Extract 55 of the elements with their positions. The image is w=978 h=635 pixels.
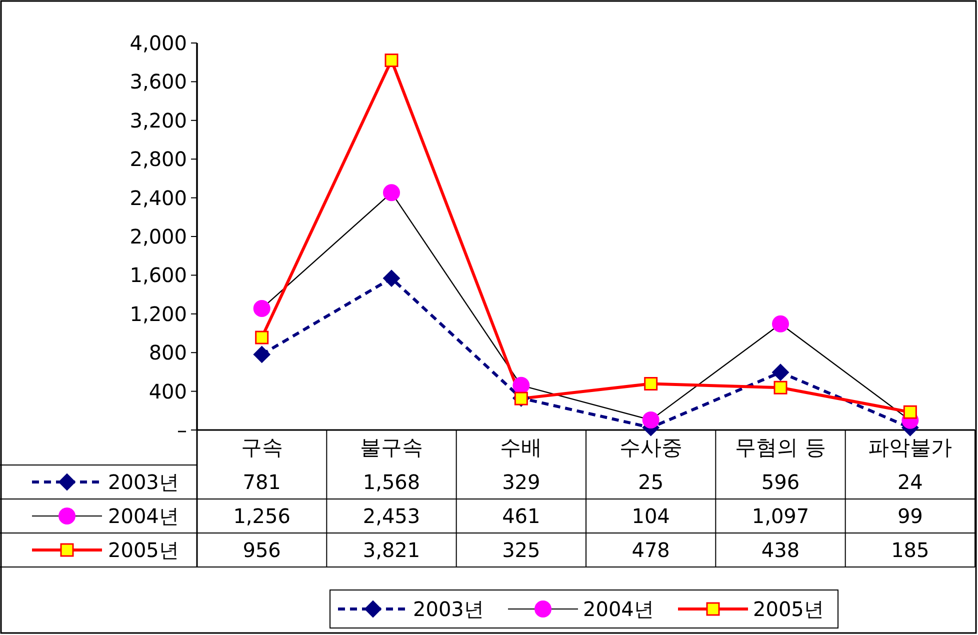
data-label: 478 bbox=[632, 538, 670, 562]
data-label: 25 bbox=[638, 470, 664, 494]
point bbox=[383, 270, 400, 287]
text: 2004년 bbox=[583, 597, 654, 621]
data-label: 781 bbox=[242, 470, 281, 494]
x-tick-label: 파악불가 bbox=[868, 436, 952, 460]
text: 2005년 bbox=[753, 597, 824, 621]
data-label: 329 bbox=[502, 470, 540, 494]
y-tick-label: 3,600 bbox=[130, 70, 187, 94]
data-label: 596 bbox=[761, 470, 800, 494]
point bbox=[384, 54, 398, 68]
y-tick-label: 4,000 bbox=[130, 31, 187, 55]
data-label: 1,256 bbox=[233, 504, 290, 528]
data-label: 438 bbox=[761, 538, 800, 562]
data-label: 956 bbox=[242, 538, 281, 562]
data-label: 461 bbox=[502, 504, 540, 528]
y-tick-label: 1,200 bbox=[130, 302, 187, 326]
point bbox=[253, 346, 270, 363]
y-tick-label: 3,200 bbox=[130, 108, 187, 132]
point bbox=[253, 300, 270, 317]
point bbox=[644, 377, 658, 391]
data-label: 3,821 bbox=[362, 538, 420, 562]
legend-label: 2004년 bbox=[108, 504, 179, 528]
y-tick-label: 1,600 bbox=[130, 263, 187, 288]
x-tick-label: 수배 bbox=[500, 436, 542, 460]
data-label: 1,568 bbox=[362, 470, 420, 494]
point bbox=[772, 315, 789, 332]
y-tick-label: 2,800 bbox=[130, 147, 187, 172]
data-label: 1,097 bbox=[752, 504, 810, 528]
y-tick-label: 800 bbox=[148, 340, 187, 365]
x-tick-label: 무혐의 등 bbox=[735, 436, 826, 460]
legend-label: 2005년 bbox=[108, 538, 179, 562]
point bbox=[642, 411, 660, 428]
data-label: 104 bbox=[632, 504, 670, 528]
point bbox=[383, 184, 400, 202]
y-tick-label: 2,400 bbox=[130, 186, 187, 210]
data-label: 185 bbox=[891, 538, 930, 562]
point bbox=[774, 380, 788, 394]
y-tick-label: 400 bbox=[148, 379, 187, 404]
point bbox=[772, 364, 789, 381]
text: 2003년 bbox=[413, 597, 484, 621]
point bbox=[255, 330, 269, 344]
x-tick-label: 수사중 bbox=[619, 436, 682, 460]
data-label: 24 bbox=[897, 470, 923, 494]
legend-label: 2003년 bbox=[108, 470, 179, 494]
point bbox=[903, 405, 917, 419]
point bbox=[514, 392, 528, 406]
y-tick-label: 2,000 bbox=[130, 224, 187, 248]
data-label: 325 bbox=[502, 538, 540, 562]
data-label: 2,453 bbox=[362, 504, 420, 528]
y-tick-label: – bbox=[177, 418, 187, 442]
data-label: 99 bbox=[897, 504, 923, 528]
point bbox=[512, 376, 530, 394]
x-tick-label: 구속 bbox=[240, 436, 283, 460]
x-tick-label: 불구속 bbox=[360, 436, 423, 460]
